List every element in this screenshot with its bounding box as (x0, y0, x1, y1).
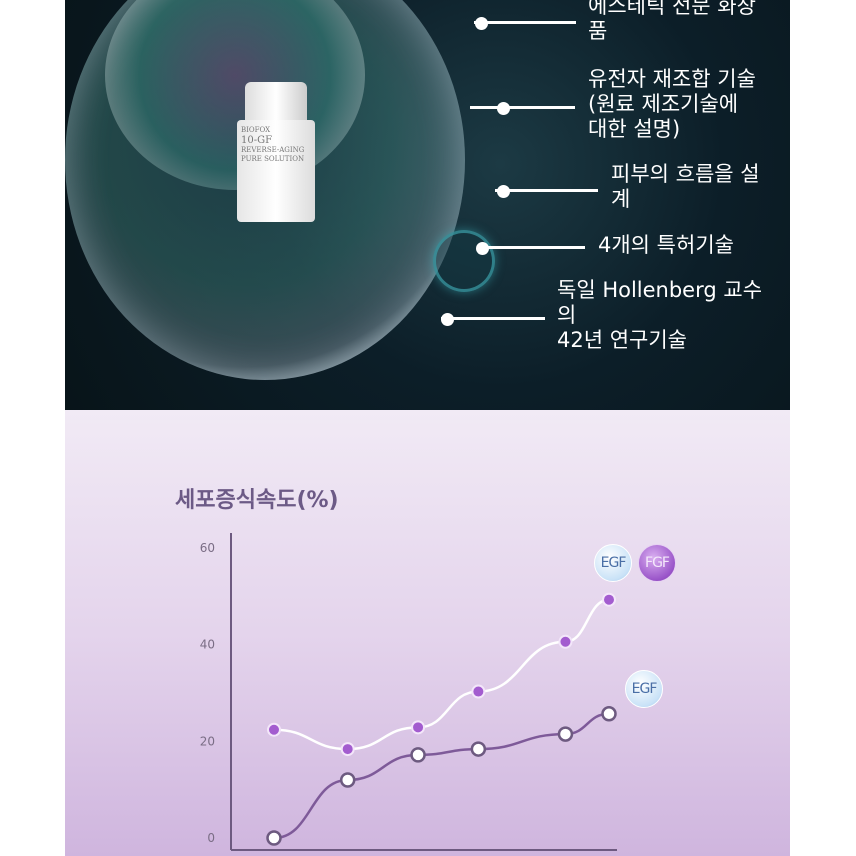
callout-line (441, 317, 545, 320)
y-tick-label: 40 (200, 638, 215, 652)
legend-badge-fgf: FGF (638, 544, 676, 582)
data-point (411, 720, 426, 735)
legend-badge-egf: EGF (594, 544, 632, 582)
inner-bubble (105, 0, 365, 190)
callout-dot (497, 185, 510, 198)
data-point (602, 592, 616, 607)
callout-line (474, 21, 576, 24)
callout-dot (475, 17, 488, 30)
y-tick-label: 0 (207, 831, 215, 845)
callout-line (470, 106, 575, 109)
line-chart: 0 20 40 60 (200, 533, 617, 851)
data-point (339, 772, 356, 788)
data-point (266, 830, 282, 846)
callout-1: 에스테틱 전문 화장 품 (588, 0, 756, 43)
callout-line (480, 246, 585, 249)
data-point (558, 634, 573, 649)
label-brand: BIOFOX (241, 126, 271, 134)
callout-5: 독일 Hollenberg 교수 의 42년 연구기술 (557, 278, 763, 352)
data-point (601, 706, 617, 722)
data-point (470, 741, 487, 757)
callout-line (495, 189, 598, 192)
product-vial: BIOFOX 10-GF REVERSE-AGING PURE SOLUTION (237, 82, 315, 222)
label-line: PURE SOLUTION (241, 155, 305, 163)
callout-2: 유전자 재조합 기술 (원료 제조기술에 대한 설명) (588, 67, 756, 141)
callout-dot (497, 102, 510, 115)
legend-badge-egf-only: EGF (625, 670, 663, 708)
data-point (267, 722, 281, 737)
data-point (340, 742, 355, 757)
callout-3: 피부의 흐름을 설 계 (611, 162, 760, 211)
data-point (410, 747, 426, 763)
series-line-0 (273, 598, 610, 751)
callout-dot (476, 242, 489, 255)
label-subtitle: REVERSE-AGING (241, 146, 305, 154)
chart-panel: 세포증식속도(%) 0 20 40 60 EGF FGF EGF (65, 410, 790, 856)
data-point (557, 726, 574, 742)
vial-label: BIOFOX 10-GF REVERSE-AGING PURE SOLUTION (237, 120, 315, 222)
small-bubble-graphic (433, 230, 495, 292)
label-product: 10-GF (241, 135, 273, 146)
chart-title: 세포증식속도(%) (175, 488, 339, 513)
data-point (471, 684, 486, 699)
y-tick-label: 20 (200, 734, 215, 748)
callout-dot (441, 313, 454, 326)
y-tick-label: 60 (200, 541, 215, 555)
vial-cap (245, 82, 307, 122)
callout-4: 4개의 특허기술 (598, 233, 734, 257)
hero-image: BIOFOX 10-GF REVERSE-AGING PURE SOLUTION (65, 0, 790, 410)
